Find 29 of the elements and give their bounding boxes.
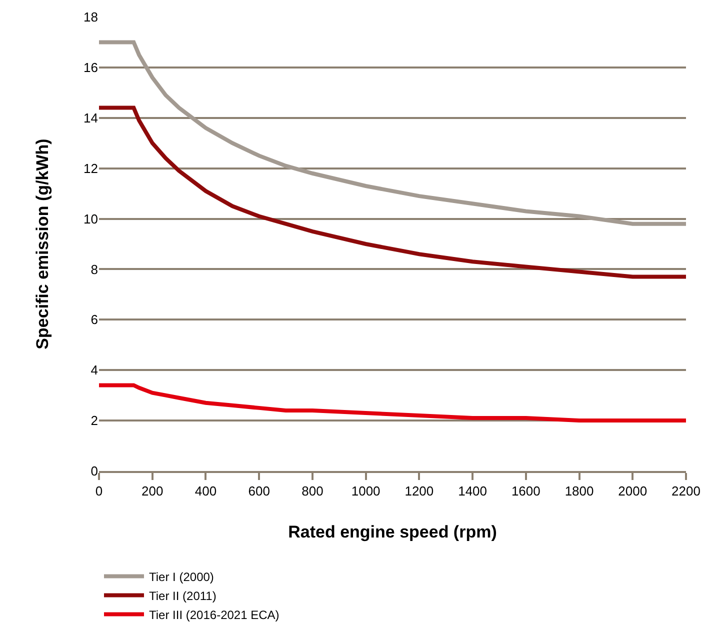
- x-tick-label: 2000: [618, 484, 648, 499]
- y-tick-label: 16: [84, 60, 98, 75]
- x-tick-label: 2200: [672, 484, 700, 499]
- x-tick-label: 200: [142, 484, 164, 499]
- x-tick-label: 1400: [458, 484, 488, 499]
- x-tick-label: 1200: [404, 484, 434, 499]
- y-tick-label: 10: [84, 211, 98, 226]
- y-tick-label: 8: [90, 262, 98, 277]
- line-series: [99, 106, 686, 279]
- x-tick-label: 800: [302, 484, 324, 499]
- x-tick-label: 600: [248, 484, 270, 499]
- line-series: [99, 40, 686, 226]
- y-tick-label: 14: [84, 110, 98, 126]
- x-tick-label: 1600: [511, 484, 540, 499]
- legend-label: Tier II (2011): [149, 588, 216, 603]
- x-tick-label: 1800: [564, 484, 594, 499]
- y-tick-label: 18: [84, 10, 98, 25]
- y-tick-label: 4: [90, 362, 98, 378]
- line-series: [99, 383, 686, 423]
- x-tick-label: 1000: [351, 484, 380, 499]
- y-axis-title: Specific emission (g/kWh): [33, 138, 52, 350]
- legend-label: Tier I (2000): [149, 570, 214, 584]
- y-tick-label: 12: [84, 160, 98, 176]
- y-tick-label: 0: [90, 464, 98, 479]
- legend-label: Tier III (2016-2021 ECA): [149, 608, 280, 622]
- y-tick-label: 2: [90, 413, 98, 428]
- x-axis-title: Rated engine speed (rpm): [288, 522, 497, 542]
- x-tick-label: 400: [194, 484, 217, 499]
- y-tick-label: 6: [90, 312, 98, 328]
